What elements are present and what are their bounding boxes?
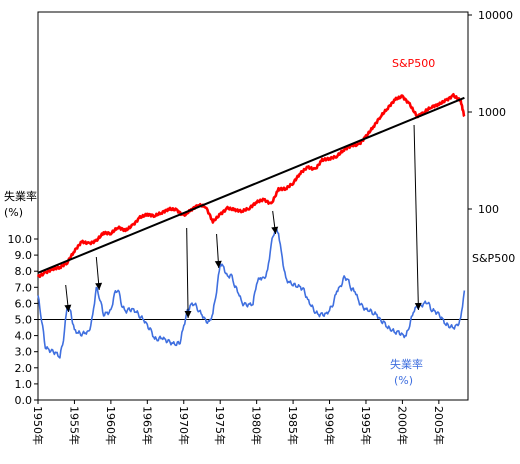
left-tick-label: 7.0 (15, 281, 33, 294)
left-tick-label: 10.0 (8, 233, 33, 246)
left-axis-title-line1: 失業率 (4, 189, 37, 203)
annotation-arrow (186, 227, 189, 319)
right-tick-label: 100 (478, 203, 499, 216)
right-tick-label: 1000 (478, 106, 506, 119)
sp500-series-label: S&P500 (392, 57, 435, 70)
left-tick-label: 5.0 (15, 314, 33, 327)
left-tick-label: 9.0 (15, 249, 33, 262)
x-tick-label: 1950年 (31, 406, 45, 445)
left-tick-label: 4.0 (15, 330, 33, 343)
trend-line (37, 96, 465, 274)
x-tick-label: 1965年 (140, 406, 154, 445)
left-tick-label: 6.0 (15, 297, 33, 310)
right-axis-label: S&P500 (472, 252, 515, 265)
annotation-arrow (413, 124, 419, 311)
left-tick-label: 1.0 (15, 378, 33, 391)
annotation-arrowhead (64, 304, 72, 312)
left-tick-label: 8.0 (15, 265, 33, 278)
x-tick-label: 1985年 (286, 406, 300, 445)
unemployment-line (37, 228, 466, 359)
annotation-arrowhead (214, 260, 222, 268)
sp500-line (36, 93, 466, 279)
x-tick-label: 1970年 (177, 406, 191, 445)
annotation-arrowhead (184, 310, 192, 318)
left-tick-label: 2.0 (15, 362, 33, 375)
x-tick-label: 1955年 (67, 406, 81, 445)
left-axis-title-line2: (%) (4, 206, 23, 219)
x-tick-label: 1990年 (323, 406, 337, 445)
annotation-arrowhead (271, 226, 279, 234)
unemployment-label-line1: 失業率 (390, 357, 423, 371)
x-tick-label: 1995年 (359, 406, 373, 445)
left-tick-label: 0.0 (15, 394, 33, 407)
unemployment-label-line2: (%) (394, 374, 413, 387)
annotation-arrowhead (95, 282, 103, 290)
x-tick-label: 2005年 (432, 406, 446, 445)
left-tick-label: 3.0 (15, 346, 33, 359)
x-tick-label: 1975年 (213, 406, 227, 445)
x-tick-label: 2000年 (395, 406, 409, 445)
x-tick-label: 1960年 (104, 406, 118, 445)
x-tick-label: 1980年 (250, 406, 264, 445)
right-tick-label: 10000 (478, 9, 513, 22)
annotation-arrowhead (414, 302, 422, 310)
